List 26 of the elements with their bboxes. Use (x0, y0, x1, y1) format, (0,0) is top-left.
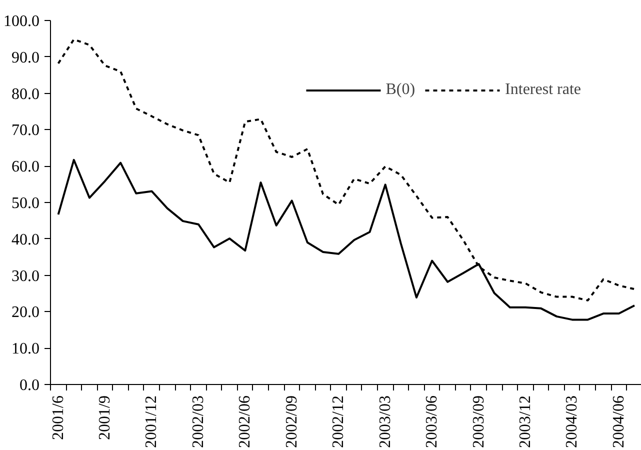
y-tick-label: 10.0 (12, 340, 40, 358)
x-tick-label: 2001/12 (143, 395, 160, 448)
y-tick-label: 60.0 (12, 158, 40, 176)
y-tick-label: 20.0 (12, 304, 40, 322)
y-tick-label: 70.0 (12, 122, 40, 140)
legend-label: B(0) (386, 81, 416, 99)
x-tick-label: 2003/12 (516, 395, 534, 448)
x-tick-label: 2004/03 (564, 395, 581, 448)
x-tick-label: 2003/03 (376, 395, 394, 448)
y-tick-label: 80.0 (12, 86, 40, 103)
y-tick-label: 30.0 (12, 268, 40, 285)
x-tick-label: 2002/06 (236, 395, 254, 448)
y-tick-label: 50.0 (12, 195, 40, 212)
x-tick-label: 2003/06 (424, 395, 441, 448)
x-tick-label: 2002/03 (190, 395, 207, 448)
x-tick-label: 2002/12 (330, 395, 348, 448)
x-tick-label: 2002/09 (283, 395, 300, 448)
x-tick-label: 2004/06 (610, 395, 628, 448)
y-tick-label: 100.0 (4, 13, 40, 30)
x-tick-label: 2001/9 (96, 395, 114, 440)
x-tick-label: 2003/09 (470, 395, 488, 448)
y-tick-label: 0.0 (20, 377, 40, 394)
legend-label: Interest rate (505, 81, 581, 99)
x-tick-label: 2001/6 (50, 395, 67, 440)
y-tick-label: 90.0 (12, 49, 40, 66)
y-tick-label: 40.0 (12, 231, 40, 248)
